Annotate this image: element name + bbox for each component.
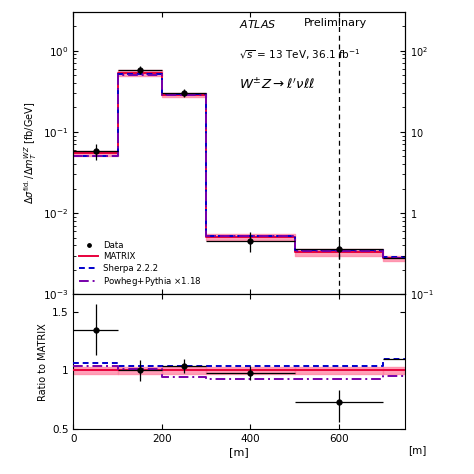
Y-axis label: Ratio to MATRIX: Ratio to MATRIX	[38, 323, 48, 401]
Text: [m]: [m]	[409, 445, 427, 455]
Text: $\sqrt{s}$ = 13 TeV, 36.1 fb$^{-1}$: $\sqrt{s}$ = 13 TeV, 36.1 fb$^{-1}$	[239, 47, 361, 62]
X-axis label: [m]: [m]	[229, 447, 249, 456]
Text: $\it{ATLAS}$: $\it{ATLAS}$	[239, 18, 277, 29]
Y-axis label: $\Delta\sigma^{\mathrm{fid.}} / \Delta m_{T}^{WZ}$ [fb/GeV]: $\Delta\sigma^{\mathrm{fid.}} / \Delta m…	[22, 102, 39, 204]
Text: Preliminary: Preliminary	[304, 18, 367, 27]
Text: $W^{\pm}Z \rightarrow \ell^{\prime}\nu\ell\ell$: $W^{\pm}Z \rightarrow \ell^{\prime}\nu\e…	[239, 77, 316, 92]
Legend: Data, MATRIX, Sherpa 2.2.2, Powheg+Pythia $\times$1.18: Data, MATRIX, Sherpa 2.2.2, Powheg+Pythi…	[78, 239, 203, 290]
